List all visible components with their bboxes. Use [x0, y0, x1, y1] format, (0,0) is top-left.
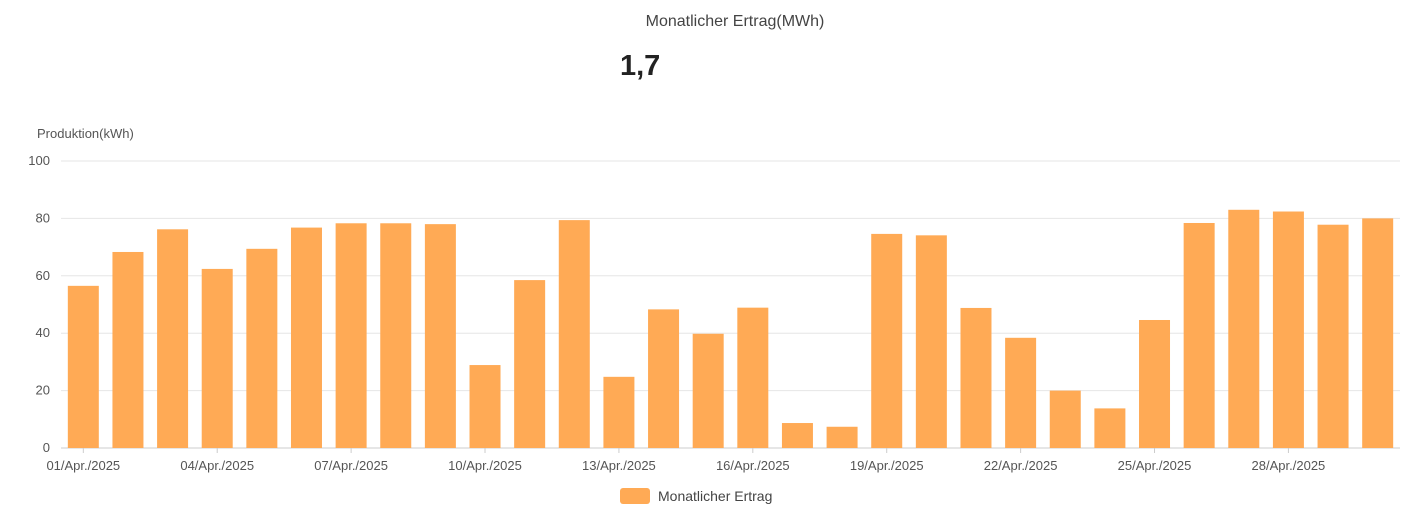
bar[interactable] — [737, 307, 769, 448]
legend-swatch — [620, 488, 650, 504]
bar[interactable] — [424, 224, 456, 448]
bar[interactable] — [1272, 211, 1304, 448]
bar[interactable] — [290, 227, 322, 448]
x-axis: 01/Apr./2025 04/Apr./2025 07/Apr./2025 10/A… — [46, 448, 1325, 473]
y-tick-label: 0 — [43, 440, 50, 455]
bar[interactable] — [1005, 337, 1037, 448]
x-tick-label: 19/Apr./2025 — [850, 458, 924, 473]
y-tick-label: 40 — [36, 325, 50, 340]
x-tick-label: 28/Apr./2025 — [1252, 458, 1326, 473]
x-tick-label: 22/Apr./2025 — [984, 458, 1058, 473]
x-tick-label: 04/Apr./2025 — [180, 458, 254, 473]
y-tick-label: 60 — [36, 268, 50, 283]
chart-title: Monatlicher Ertrag(MWh) — [645, 13, 825, 30]
bar[interactable] — [1049, 390, 1081, 448]
legend[interactable]: Monatlicher Ertrag — [620, 488, 772, 504]
y-tick-label: 20 — [36, 383, 50, 398]
bar[interactable] — [112, 251, 144, 448]
y-axis-title: Produktion(kWh) — [37, 126, 134, 141]
bar[interactable] — [1139, 319, 1171, 448]
bar[interactable] — [380, 223, 412, 448]
bar[interactable] — [514, 280, 546, 448]
bar[interactable] — [469, 365, 501, 448]
bar[interactable] — [603, 376, 635, 448]
y-tick-label: 80 — [36, 210, 50, 225]
bar[interactable] — [871, 233, 903, 448]
bar-series — [67, 209, 1394, 448]
bar[interactable] — [335, 223, 367, 448]
legend-label: Monatlicher Ertrag — [658, 488, 773, 504]
x-tick-label: 01/Apr./2025 — [46, 458, 120, 473]
bar[interactable] — [1183, 222, 1215, 448]
x-tick-label: 07/Apr./2025 — [314, 458, 388, 473]
grid-lines — [61, 160, 1400, 449]
bar[interactable] — [960, 307, 992, 448]
x-tick-label: 10/Apr./2025 — [448, 458, 522, 473]
bar[interactable] — [157, 229, 189, 448]
bar[interactable] — [915, 235, 947, 448]
bar[interactable] — [648, 309, 680, 448]
y-axis: 0 20 40 60 80 100 — [28, 153, 50, 455]
bar[interactable] — [1228, 209, 1260, 448]
monthly-yield-value: 1,7 — [620, 50, 661, 82]
x-tick-label: 25/Apr./2025 — [1118, 458, 1192, 473]
bar[interactable] — [1317, 224, 1349, 448]
bar[interactable] — [826, 426, 858, 448]
bar[interactable] — [558, 220, 590, 448]
x-tick-label: 13/Apr./2025 — [582, 458, 656, 473]
bar[interactable] — [781, 423, 813, 448]
bar[interactable] — [692, 333, 724, 448]
y-tick-label: 100 — [28, 153, 50, 168]
bar[interactable] — [246, 248, 278, 448]
bar[interactable] — [1094, 408, 1126, 448]
bar[interactable] — [1362, 218, 1394, 448]
bar[interactable] — [201, 268, 233, 448]
x-tick-label: 16/Apr./2025 — [716, 458, 790, 473]
bar[interactable] — [67, 285, 99, 448]
